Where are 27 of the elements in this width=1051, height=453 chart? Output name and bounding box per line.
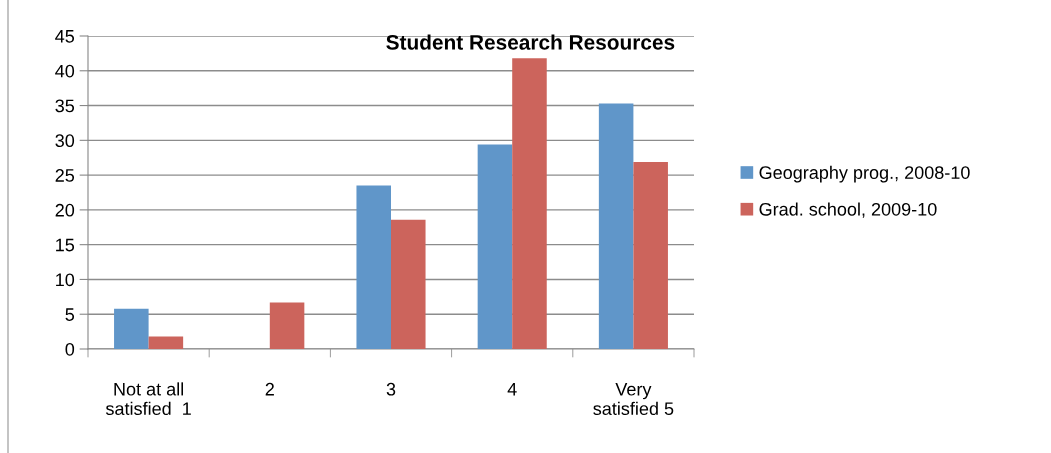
bar: [269, 302, 305, 349]
y-tick-label: 35: [55, 99, 75, 113]
bar: [477, 144, 513, 349]
y-tick-label: 10: [56, 273, 75, 287]
x-tick-label: Not at all satisfied 1: [105, 382, 191, 416]
legend-label: Grad. school, 2009-10: [759, 202, 937, 218]
y-tick-label: 20: [55, 203, 75, 217]
x-tick-label: 3: [386, 382, 396, 396]
x-tick-label: Very satisfied 5: [593, 383, 674, 416]
bar: [114, 308, 149, 349]
y-tick-label: 15: [56, 238, 75, 252]
bar: [633, 161, 668, 349]
bar: [356, 185, 391, 349]
x-tick-label: 2: [265, 382, 274, 396]
chart-title: Student Research Resources: [386, 34, 675, 50]
x-tick-label: 4: [507, 383, 517, 396]
y-tick-label: 30: [55, 134, 75, 148]
bar: [391, 219, 426, 349]
bar: [512, 58, 547, 349]
y-tick-label: 0: [65, 342, 75, 356]
y-tick-label: 5: [65, 308, 75, 321]
legend-label: Geography prog., 2008-10: [759, 165, 970, 183]
bar: [598, 103, 634, 349]
y-tick-label: 25: [55, 169, 75, 182]
bar: [148, 336, 184, 349]
y-tick-label: 45: [55, 30, 75, 43]
y-tick-label: 40: [55, 64, 75, 78]
